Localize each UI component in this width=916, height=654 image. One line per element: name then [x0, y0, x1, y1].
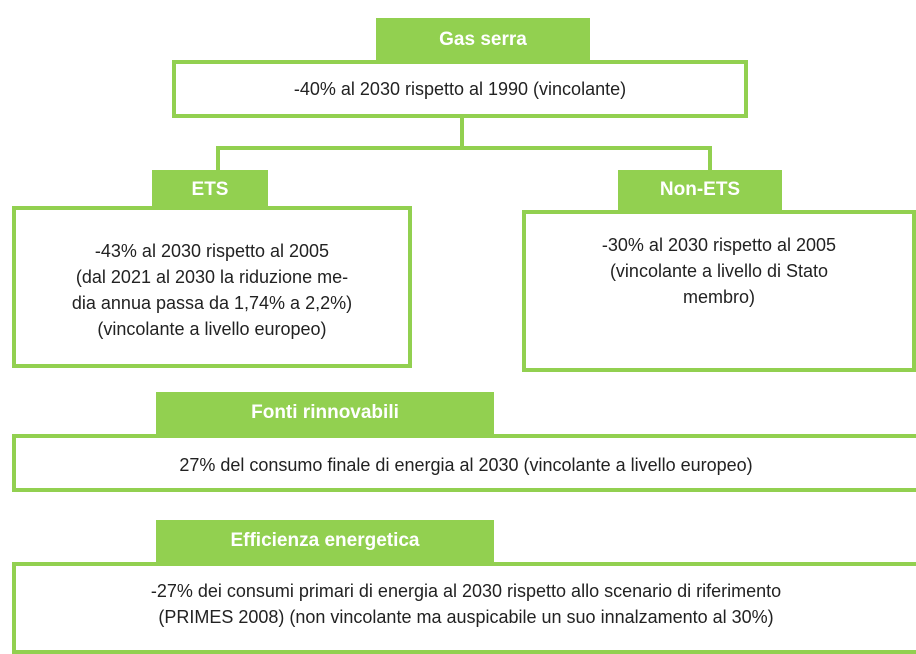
node-text: -40% al 2030 rispetto al 1990 (vincolant…	[293, 79, 627, 99]
connector	[460, 116, 464, 148]
node-box: -27% dei consumi primari di energia al 2…	[12, 562, 916, 654]
connector	[216, 146, 220, 172]
node-text: (vincolante a livello europeo)	[97, 319, 327, 339]
node-tab: ETS	[152, 170, 268, 210]
node-text: -27% dei consumi primari di energia al 2…	[150, 581, 782, 601]
node-text: -43% al 2030 rispetto al 2005	[94, 241, 330, 261]
connector	[216, 146, 712, 150]
node-tab: Fonti rinnovabili	[156, 392, 494, 434]
node-text: dia annua passa da 1,74% a 2,2%)	[71, 293, 353, 313]
connector	[708, 146, 712, 172]
node-box: 27% del consumo finale di energia al 203…	[12, 434, 916, 492]
node-box: -43% al 2030 rispetto al 2005 (dal 2021 a…	[12, 206, 412, 368]
node-box: -30% al 2030 rispetto al 2005 (vincolante…	[522, 210, 916, 372]
node-text: (dal 2021 al 2030 la riduzione me-	[75, 267, 349, 287]
node-text: 27% del consumo finale di energia al 203…	[179, 455, 753, 475]
node-box: -40% al 2030 rispetto al 1990 (vincolant…	[172, 60, 748, 118]
node-tab: Efficienza energetica	[156, 520, 494, 562]
node-text: (PRIMES 2008) (non vincolante ma auspica…	[158, 607, 774, 627]
node-text: -30% al 2030 rispetto al 2005	[601, 235, 837, 255]
node-text: (vincolante a livello di Stato	[609, 261, 829, 281]
node-tab: Gas serra	[376, 18, 590, 62]
node-tab: Non-ETS	[618, 170, 782, 210]
node-text: membro)	[682, 287, 755, 307]
